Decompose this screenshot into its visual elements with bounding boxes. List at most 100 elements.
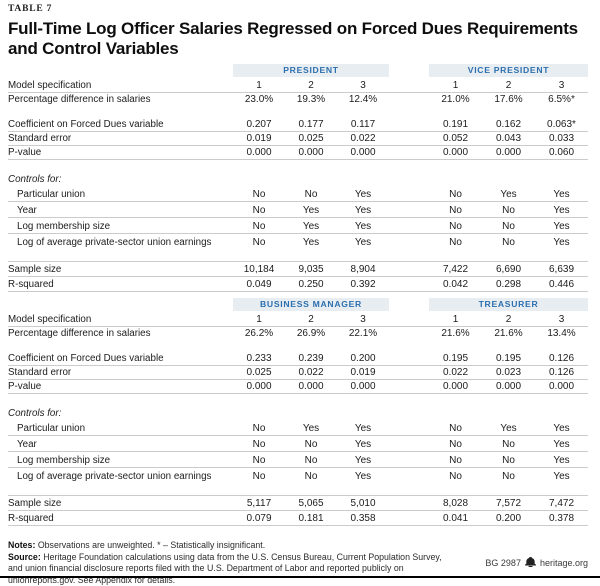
cell-value: 12.4% xyxy=(348,94,378,106)
cell-value: 5,065 xyxy=(298,498,324,510)
cell-value: 0.000 xyxy=(442,147,469,159)
cell-value: No xyxy=(502,439,515,451)
cell-value: No xyxy=(502,205,515,217)
table-row: Model specification 1 2 3 1 2 3 xyxy=(8,79,588,94)
cell-value: 6.5%* xyxy=(548,94,575,106)
bottom-border xyxy=(0,575,600,578)
section-president-vice-president: PRESIDENT VICE PRESIDENT Model specifica… xyxy=(8,64,588,293)
cell-value: 17.6% xyxy=(494,94,523,106)
note-text: and union financial disclosure reports f… xyxy=(8,563,404,574)
cell-value: 0.000 xyxy=(298,147,324,159)
group-header-business-manager: BUSINESS MANAGER xyxy=(233,298,389,312)
note-text: Observations are unweighted. * – Statist… xyxy=(35,540,266,551)
cell-value: No xyxy=(304,455,318,467)
row-spacer xyxy=(8,106,588,118)
cell-value: Yes xyxy=(354,237,372,249)
cell-value: 6,690 xyxy=(495,264,522,276)
table-row: Log of average private-sector union earn… xyxy=(8,468,588,483)
cell-value: 3 xyxy=(360,80,366,92)
table-row: Controls for: xyxy=(8,406,588,420)
cell-value: No xyxy=(252,237,266,249)
note-line: and union financial disclosure reports f… xyxy=(8,563,588,575)
cell-value: No xyxy=(449,205,462,217)
cell-value xyxy=(482,419,535,420)
cell-value: 0.233 xyxy=(246,353,272,365)
cell-value: Yes xyxy=(553,471,570,483)
cell-value: 0.195 xyxy=(495,353,522,365)
section-rows: Model specification 1 2 3 1 2 3 Percentage diff… xyxy=(8,313,588,527)
cell-value: No xyxy=(252,205,266,217)
cell-value: 0.000 xyxy=(548,381,575,393)
cell-value: 8,028 xyxy=(442,498,469,510)
table-row: Log membership size No No Yes No No Yes xyxy=(8,452,588,469)
row-label: Percentage difference in salaries xyxy=(8,328,151,340)
table-row: Model specification 1 2 3 1 2 3 xyxy=(8,313,588,328)
cell-value: 9,035 xyxy=(298,264,324,276)
cell-value: Yes xyxy=(553,237,570,249)
cell-value: No xyxy=(304,189,318,201)
cell-value: Yes xyxy=(500,423,517,435)
group-header-row: BUSINESS MANAGER TREASURER xyxy=(8,298,588,312)
cell-value: No xyxy=(449,237,462,249)
cell-value xyxy=(429,185,482,186)
cell-value: 0.358 xyxy=(350,513,376,525)
table-row: Coefficient on Forced Dues variable 0.207… xyxy=(8,118,588,133)
cell-value: 0.079 xyxy=(246,513,272,525)
cell-value: 5,117 xyxy=(246,498,272,510)
cell-value: 1 xyxy=(256,80,262,92)
cell-value: No xyxy=(449,423,462,435)
cell-value: Yes xyxy=(302,423,320,435)
note-text: unionreports.gov. See Appendix for detai… xyxy=(8,574,176,585)
table-row: Percentage difference in salaries 23.0% 19… xyxy=(8,93,588,106)
cell-value: 0.022 xyxy=(350,133,376,145)
cell-value: No xyxy=(449,221,462,233)
cell-value xyxy=(337,419,389,420)
cell-value: 0.177 xyxy=(298,119,324,131)
note-line: Source: Heritage Foundation calculations… xyxy=(8,552,588,564)
table-row: Standard error 0.025 0.022 0.019 0.022 0.023 0… xyxy=(8,366,588,381)
cell-value: 7,472 xyxy=(548,498,575,510)
cell-value: 0.052 xyxy=(442,133,469,145)
cell-value: Yes xyxy=(354,471,372,483)
cell-value: 0.239 xyxy=(298,353,324,365)
cell-value: 0.200 xyxy=(350,353,376,365)
cell-value: 2 xyxy=(308,80,314,92)
cell-value: 10,184 xyxy=(243,264,275,276)
note-text: Heritage Foundation calculations using d… xyxy=(40,551,442,562)
cell-value: 13.4% xyxy=(547,328,576,340)
cell-value: Yes xyxy=(354,221,372,233)
cell-value: 21.0% xyxy=(441,94,470,106)
table-row: Log of average private-sector union earn… xyxy=(8,234,588,249)
note-label: Notes: xyxy=(8,540,36,551)
column-gap xyxy=(389,64,429,77)
cell-value: 3 xyxy=(558,80,565,92)
cell-value: 0.378 xyxy=(548,513,575,525)
cell-value: 0.049 xyxy=(246,279,272,291)
cell-value: Yes xyxy=(302,205,320,217)
table-row: Year No No Yes No No Yes xyxy=(8,436,588,453)
note-line: unionreports.gov. See Appendix for detai… xyxy=(8,575,588,586)
cell-value: 0.019 xyxy=(246,133,272,145)
cell-value: 21.6% xyxy=(441,328,470,340)
table-row: R-squared 0.049 0.250 0.392 0.042 0.298 0.446 xyxy=(8,277,588,293)
cell-value: 5,010 xyxy=(350,498,376,510)
group-header-president: PRESIDENT xyxy=(233,64,389,78)
cell-value: 19.3% xyxy=(296,94,326,106)
cell-value: 2 xyxy=(505,314,512,326)
row-spacer xyxy=(8,160,588,172)
cell-value: No xyxy=(304,439,318,451)
table-row: Sample size 10,184 9,035 8,904 7,422 6,690 6,6… xyxy=(8,262,588,278)
table-row: Percentage difference in salaries 26.2% 26… xyxy=(8,327,588,340)
cell-value: 0.000 xyxy=(246,147,272,159)
title-line-1: Full-Time Log Officer Salaries Regressed… xyxy=(8,19,578,38)
cell-value: Yes xyxy=(553,455,570,467)
cell-value: 0.298 xyxy=(495,279,522,291)
cell-value: Yes xyxy=(553,423,570,435)
cell-value: No xyxy=(449,189,462,201)
cell-value: 2 xyxy=(505,80,512,92)
cell-value: 0.200 xyxy=(495,513,522,525)
cell-value: 3 xyxy=(360,314,366,326)
cell-value: 0.000 xyxy=(495,147,522,159)
cell-value: 22.1% xyxy=(348,328,378,340)
